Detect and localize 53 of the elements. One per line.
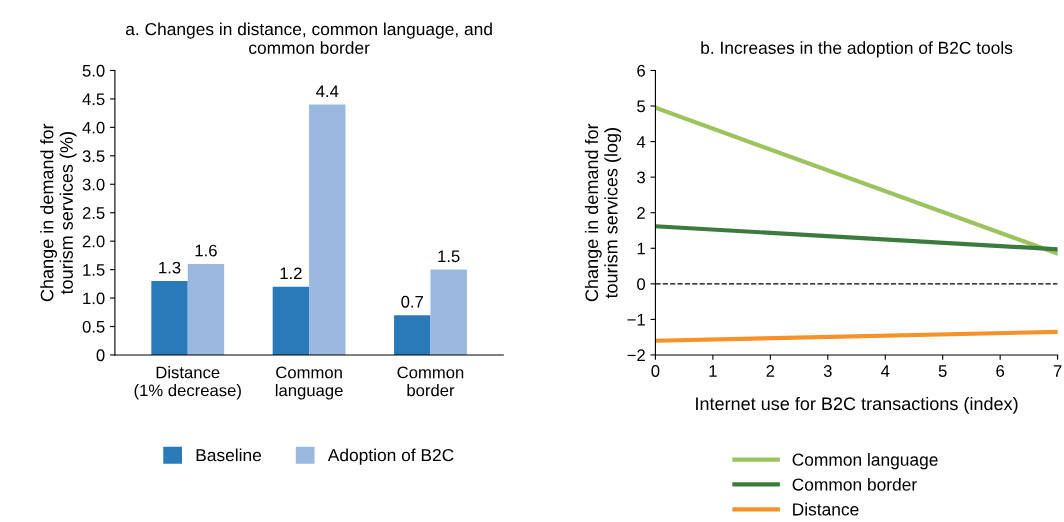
y-tick-label: 4.5 <box>82 93 105 106</box>
x-tick-label: 1 <box>709 365 717 377</box>
y-tick-label: 5.0 <box>82 64 105 77</box>
data-label: 1.3 <box>159 261 181 274</box>
x-tick-label: Common language <box>275 366 343 400</box>
y-tick-label: 2 <box>637 207 645 219</box>
x-tick-label: 0 <box>651 365 660 377</box>
x-axis-title: Internet use for B2C transactions (index) <box>696 396 1018 414</box>
y-tick-label: 3.5 <box>82 150 105 163</box>
legend-label: Common language <box>792 453 938 470</box>
data-label: 1.5 <box>438 250 460 263</box>
chart-title: b. Increases in the adoption of B2C tools <box>701 41 1013 58</box>
data-label: 0.7 <box>401 295 423 308</box>
y-tick-label: 4.0 <box>82 121 105 134</box>
x-tick-label: 2 <box>766 365 775 377</box>
y-tick-label: 0.5 <box>82 320 105 333</box>
data-label: 1.6 <box>195 244 217 257</box>
y-tick-label: 4 <box>636 136 646 148</box>
legend-label: Baseline <box>196 448 262 462</box>
y-axis-title: Change in demand for tourism services (%) <box>40 123 77 302</box>
x-tick-label: 5 <box>938 365 947 377</box>
bar <box>394 315 431 355</box>
y-tick-label: 1 <box>637 242 645 255</box>
x-tick-label: 7 <box>1053 365 1062 377</box>
y-tick-label: 3.0 <box>82 178 105 191</box>
y-tick-label: 6 <box>637 64 645 77</box>
x-tick-label: Common border <box>397 366 464 397</box>
y-tick-label: 2.0 <box>82 235 105 248</box>
y-tick-label: 1.0 <box>83 292 105 305</box>
y-tick-label: 2.5 <box>82 207 105 219</box>
bar <box>430 269 467 355</box>
y-tick-label: 3 <box>637 171 645 184</box>
y-tick-label: −2 <box>627 349 645 361</box>
y-tick-label: 5 <box>637 100 645 113</box>
bar <box>309 104 346 355</box>
chart-title: a. Changes in distance, common language, and common border <box>125 22 492 54</box>
bar <box>151 280 188 355</box>
y-tick-label: 0 <box>96 349 105 362</box>
bar <box>187 263 225 355</box>
y-axis-title: Change in demand for tourism services (log) <box>584 123 622 302</box>
x-tick-label: 6 <box>996 365 1005 377</box>
bar <box>272 286 310 355</box>
legend-label: Distance <box>793 502 859 516</box>
data-label: 1.2 <box>280 267 302 280</box>
y-tick-label: 1.5 <box>83 264 105 276</box>
x-tick-label: 4 <box>881 365 890 377</box>
x-tick-label: 3 <box>823 365 832 377</box>
y-tick-label: −1 <box>627 313 645 326</box>
legend-label: Common border <box>792 477 917 491</box>
y-tick-label: 0 <box>637 278 646 291</box>
x-tick-label: Distance (1% decrease) <box>134 366 241 400</box>
data-label: 4.4 <box>316 85 339 97</box>
legend-label: Adoption of B2C <box>327 448 454 465</box>
